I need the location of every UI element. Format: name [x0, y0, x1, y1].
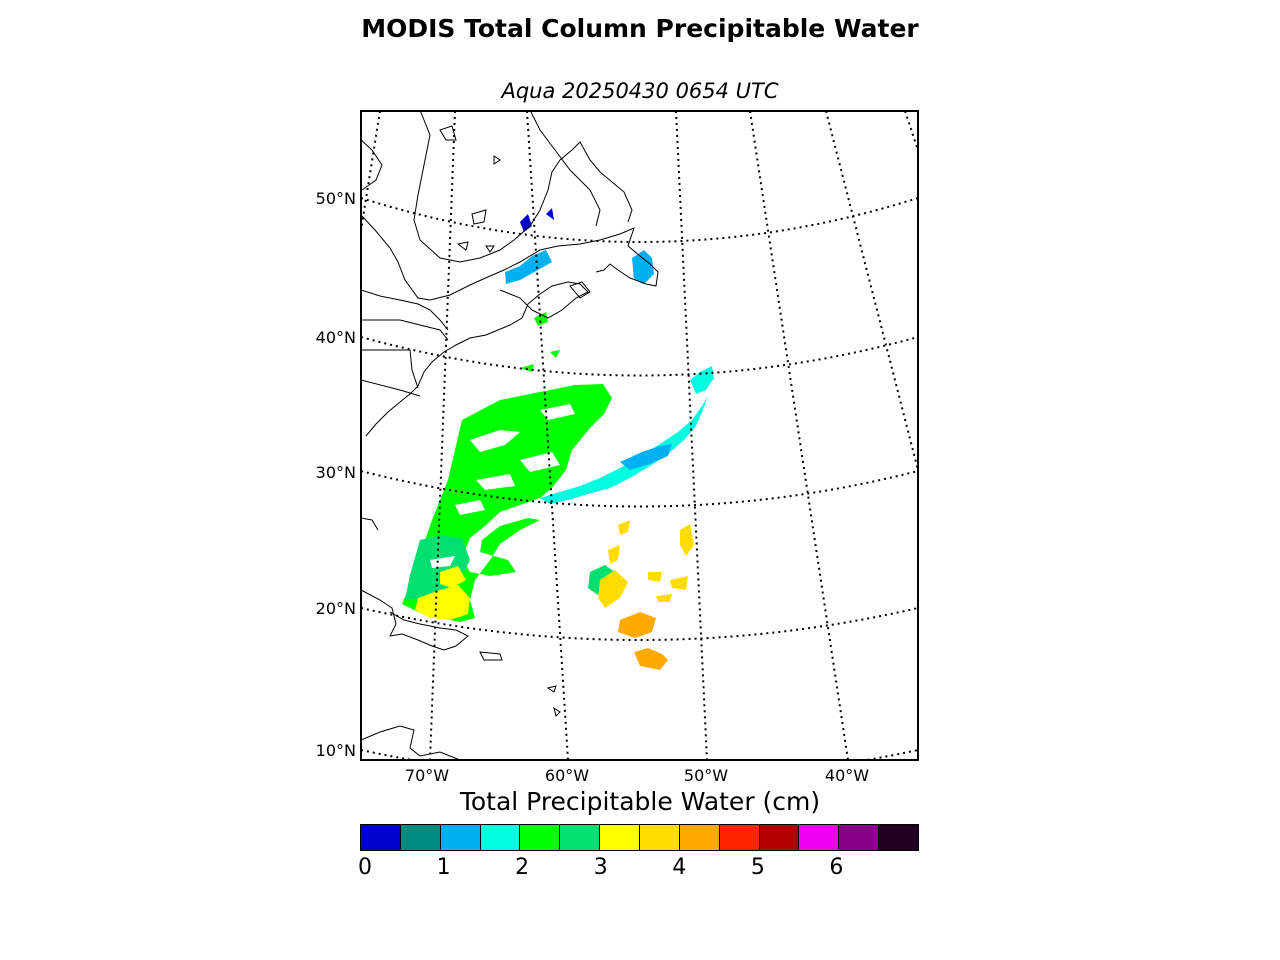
chart-subtitle: Aqua 20250430 0654 UTC [501, 79, 779, 103]
tpw-green-nova-scotia [520, 312, 560, 372]
colorbar-tick-label: 5 [750, 855, 765, 880]
colorbar-segment [719, 825, 760, 850]
lat-label-20n: 20°N [316, 599, 356, 618]
meridian-60w [526, 111, 569, 760]
tpw-orange-east [618, 612, 668, 670]
tpw-cyan-newfoundland [632, 250, 654, 284]
colorbar-tick-label: 3 [593, 855, 608, 880]
tpw-cyan-gulf [505, 250, 552, 284]
colorbar-segment [759, 825, 800, 850]
lon-label-40w: 40°W [825, 766, 869, 785]
colorbar-tick-label: 6 [829, 855, 844, 880]
tpw-cyan-north [690, 366, 714, 394]
colorbar-segment [839, 825, 880, 850]
meridian-80w [361, 111, 381, 231]
parallel-50n [361, 197, 918, 243]
colorbar-segment [879, 825, 919, 850]
lon-label-50w: 50°W [684, 766, 728, 785]
graticule [361, 111, 918, 760]
colorbar-tick-label: 1 [436, 855, 451, 880]
tpw-cyan-band [540, 396, 708, 504]
colorbar-tick-labels: 0 1 2 3 4 5 6 [0, 853, 1280, 893]
tpw-yellow-east [598, 520, 694, 608]
precipitable-water-data [402, 208, 714, 670]
colorbar-tick-label: 2 [515, 855, 530, 880]
meridian-50w [675, 111, 708, 760]
meridian-70w [429, 111, 456, 760]
colorbar-tick-label: 4 [672, 855, 687, 880]
parallel-40n [361, 336, 918, 377]
colorbar [360, 824, 919, 851]
lat-label-40n: 40°N [316, 328, 356, 347]
colorbar-tick-label: 0 [358, 855, 372, 880]
lon-label-70w: 70°W [405, 766, 449, 785]
colorbar-segment [679, 825, 720, 850]
meridian-30w [825, 111, 918, 471]
map-frame [360, 110, 919, 761]
meridian-40w [749, 111, 849, 760]
meridian-20w [904, 111, 918, 151]
lat-label-10n: 10°N [316, 741, 356, 760]
tpw-yellow-patch-2 [440, 566, 466, 588]
colorbar-segment [560, 825, 601, 850]
lat-label-30n: 30°N [316, 463, 356, 482]
lon-label-60w: 60°W [545, 766, 589, 785]
parallel-20n [361, 607, 918, 641]
colorbar-title: Total Precipitable Water (cm) [459, 787, 821, 816]
chart-title: MODIS Total Column Precipitable Water [361, 14, 919, 43]
colorbar-segment [520, 825, 561, 850]
tpw-yellow-south [415, 585, 470, 620]
colorbar-segment [400, 825, 441, 850]
colorbar-segment [600, 825, 641, 850]
lat-label-50n: 50°N [316, 189, 356, 208]
tpw-blue-labrador [520, 208, 554, 232]
colorbar-segment [480, 825, 521, 850]
colorbar-segment [440, 825, 481, 850]
coastlines [361, 111, 659, 760]
parallel-30n [361, 470, 918, 508]
tpw-white-gaps [430, 404, 575, 568]
colorbar-segment [799, 825, 840, 850]
colorbar-segment [640, 825, 680, 850]
tpw-light-blue-patch [620, 444, 672, 470]
colorbar-segment [361, 825, 401, 850]
map-area [361, 111, 918, 760]
